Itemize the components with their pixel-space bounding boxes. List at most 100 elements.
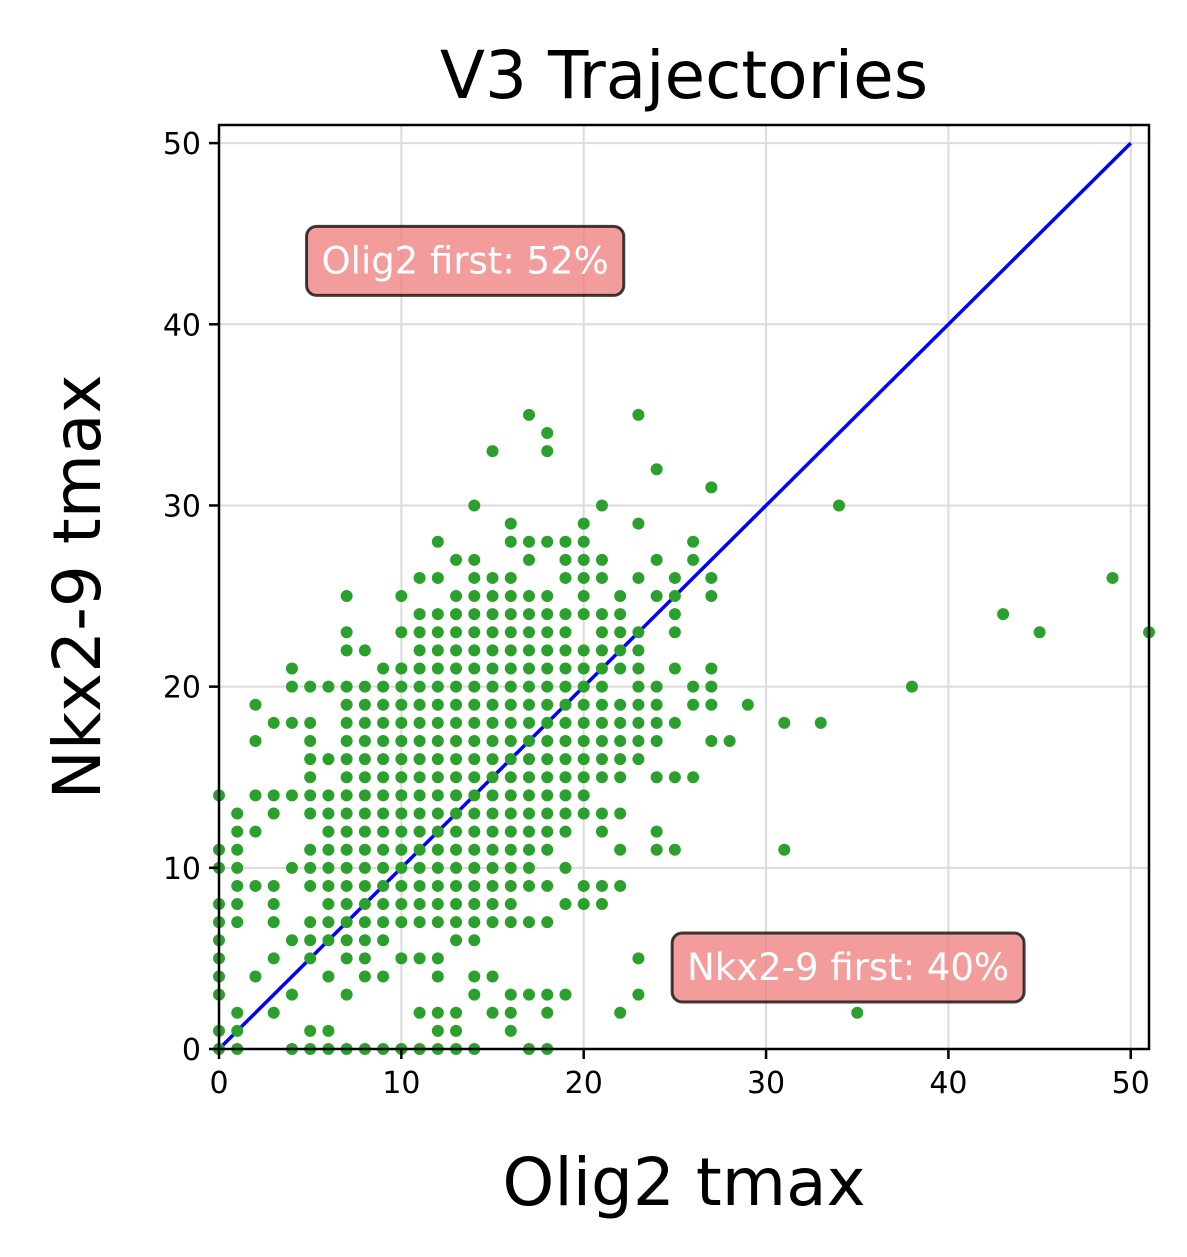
data-point xyxy=(340,988,353,1001)
data-point xyxy=(650,463,663,476)
data-point xyxy=(632,571,645,584)
data-point xyxy=(340,698,353,711)
data-point xyxy=(413,753,426,766)
data-point xyxy=(249,970,262,983)
data-point xyxy=(377,789,390,802)
data-point xyxy=(340,916,353,929)
data-point xyxy=(504,771,517,784)
data-point xyxy=(413,879,426,892)
data-point xyxy=(632,716,645,729)
data-point xyxy=(450,1006,463,1019)
data-point xyxy=(431,571,444,584)
y-tick-label: 30 xyxy=(163,489,201,524)
data-point xyxy=(340,771,353,784)
data-point xyxy=(614,608,627,621)
data-point xyxy=(358,825,371,838)
data-point xyxy=(595,735,608,747)
data-point xyxy=(431,698,444,711)
data-point xyxy=(504,680,517,693)
data-point xyxy=(559,571,572,584)
data-point xyxy=(486,753,499,766)
data-point xyxy=(377,879,390,892)
data-point xyxy=(340,879,353,892)
data-point xyxy=(395,879,408,892)
data-point xyxy=(523,553,535,566)
data-point xyxy=(395,789,408,802)
data-point xyxy=(541,445,554,458)
data-point xyxy=(358,753,371,766)
data-point xyxy=(559,861,572,874)
data-point xyxy=(450,680,463,693)
data-point xyxy=(395,680,408,693)
data-point xyxy=(431,608,444,621)
y-tick-label: 10 xyxy=(163,852,201,887)
data-point xyxy=(468,898,481,911)
data-point xyxy=(486,571,499,584)
data-point xyxy=(486,698,499,711)
data-point xyxy=(322,825,335,838)
data-point xyxy=(595,825,608,838)
data-point xyxy=(486,680,499,693)
data-point xyxy=(395,753,408,766)
data-point xyxy=(413,644,426,657)
data-point xyxy=(450,771,463,784)
data-point xyxy=(523,789,535,802)
data-point xyxy=(340,843,353,856)
data-point xyxy=(632,408,645,421)
data-point xyxy=(395,916,408,929)
data-point xyxy=(413,843,426,856)
data-point xyxy=(577,517,590,530)
data-point xyxy=(650,716,663,729)
data-point xyxy=(687,698,700,711)
data-point xyxy=(504,716,517,729)
data-point xyxy=(523,698,535,711)
data-point xyxy=(431,644,444,657)
data-point xyxy=(468,970,481,983)
data-point xyxy=(486,445,499,458)
annotation-background xyxy=(305,224,626,297)
data-point xyxy=(413,680,426,693)
data-point xyxy=(450,698,463,711)
data-point xyxy=(413,916,426,929)
data-point xyxy=(231,879,244,892)
data-point xyxy=(541,590,554,603)
data-point xyxy=(431,970,444,983)
data-point xyxy=(450,898,463,911)
data-point xyxy=(249,735,262,747)
data-point xyxy=(541,662,554,675)
data-point xyxy=(304,753,317,766)
data-point xyxy=(304,952,317,965)
data-point xyxy=(377,970,390,983)
data-point xyxy=(358,771,371,784)
data-point xyxy=(668,571,681,584)
data-point xyxy=(541,988,554,1001)
data-point xyxy=(614,698,627,711)
data-point xyxy=(431,789,444,802)
data-point xyxy=(486,644,499,657)
y-tick-label: 0 xyxy=(182,1033,201,1068)
data-point xyxy=(322,807,335,820)
data-point xyxy=(304,735,317,747)
data-point xyxy=(741,698,754,711)
data-point xyxy=(450,843,463,856)
annotation-text: Nkx2-9 first: 40% xyxy=(687,946,1009,989)
data-point xyxy=(249,879,262,892)
data-point xyxy=(231,916,244,929)
data-point xyxy=(523,535,535,548)
annotation-box: Nkx2-9 first: 40% xyxy=(670,931,1026,1004)
data-point xyxy=(504,590,517,603)
data-point xyxy=(595,771,608,784)
data-point xyxy=(304,680,317,693)
data-point xyxy=(431,680,444,693)
data-point xyxy=(304,807,317,820)
data-point xyxy=(450,934,463,947)
data-point xyxy=(504,1024,517,1037)
data-point xyxy=(614,843,627,856)
data-point xyxy=(614,662,627,675)
data-point xyxy=(559,789,572,802)
data-point xyxy=(595,680,608,693)
data-point xyxy=(304,716,317,729)
data-point xyxy=(687,535,700,548)
data-point xyxy=(504,1006,517,1019)
